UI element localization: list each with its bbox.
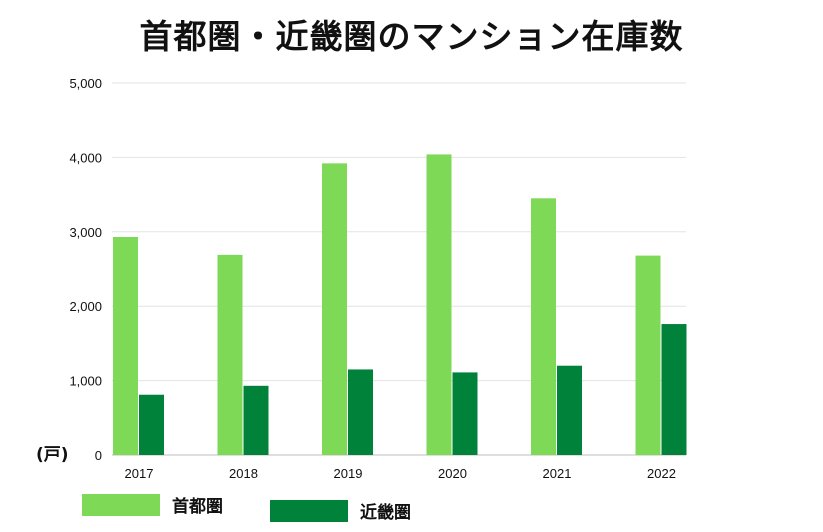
bar-series-1 (426, 154, 452, 455)
x-axis-ticks: 2017 2018 2019 2020 2021 2022 (125, 466, 676, 481)
x-tick-label: 2018 (229, 466, 258, 481)
x-tick-label: 2017 (125, 466, 154, 481)
bar-series-1 (531, 198, 556, 455)
legend-label-series-2: 近畿圏 (360, 503, 411, 523)
bar-series-1 (217, 254, 243, 455)
bar-series-2 (661, 324, 687, 455)
x-tick-label: 2020 (438, 466, 467, 481)
legend-label-series-1: 首都圏 (172, 497, 223, 517)
bar-series-2 (243, 385, 269, 455)
y-tick-label: 2,000 (69, 299, 102, 314)
y-tick-label: 0 (95, 448, 102, 463)
y-tick-label: 5,000 (69, 76, 102, 91)
x-tick-label: 2021 (543, 466, 572, 481)
legend-swatch-series-2 (270, 499, 348, 522)
bars (113, 154, 687, 456)
bar-series-2 (348, 369, 373, 455)
gridlines (112, 82, 686, 456)
bar-series-1 (635, 255, 661, 455)
legend-swatch-series-1 (82, 493, 160, 516)
x-tick-label: 2022 (647, 466, 676, 481)
y-tick-label: 1,000 (69, 374, 102, 389)
y-tick-label: 4,000 (69, 150, 102, 165)
bar-series-2 (557, 365, 582, 455)
y-axis-unit-label: (戸) (36, 445, 69, 465)
legend-item-series-1: 首都圏 (82, 492, 223, 517)
y-axis-ticks: 0 1,000 2,000 3,000 4,000 5,000 (69, 76, 102, 463)
bar-series-2 (139, 394, 164, 455)
bar-series-2 (452, 372, 478, 455)
bar-series-1 (113, 237, 138, 455)
x-tick-label: 2019 (334, 466, 363, 481)
chart-title: 首都圏・近畿圏のマンション在庫数 (139, 17, 684, 56)
y-tick-label: 3,000 (69, 225, 102, 240)
legend-item-series-2: 近畿圏 (270, 498, 411, 523)
bar-series-1 (322, 163, 347, 456)
